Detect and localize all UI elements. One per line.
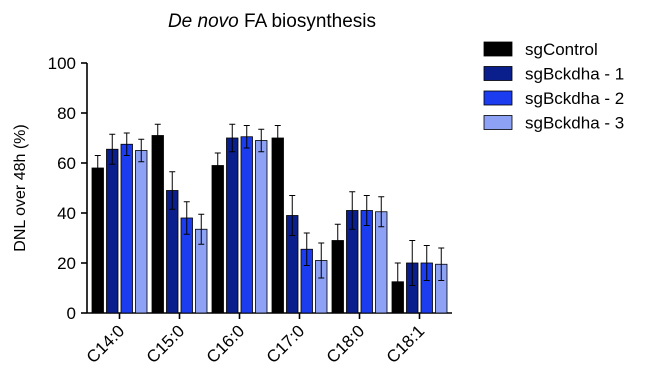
y-tick-label: 80 bbox=[57, 104, 76, 123]
bar bbox=[240, 136, 253, 314]
legend-label: sgBckdha - 2 bbox=[525, 89, 624, 108]
legend-swatch bbox=[483, 66, 513, 81]
x-tick-label: C17:0 bbox=[263, 321, 309, 367]
chart-title: De novo FA biosynthesis bbox=[168, 11, 376, 32]
y-tick-label: 100 bbox=[48, 54, 76, 73]
x-tick-label: C18:0 bbox=[323, 321, 369, 367]
x-tick-label: C16:0 bbox=[203, 321, 249, 367]
y-tick-label: 60 bbox=[57, 154, 76, 173]
bar bbox=[120, 143, 133, 314]
bar bbox=[91, 167, 104, 314]
bar bbox=[151, 135, 164, 314]
bar bbox=[211, 165, 224, 314]
legend-swatch bbox=[483, 41, 513, 57]
legend-label: sgBckdha - 3 bbox=[525, 114, 624, 133]
plot-area: 0 20 40 60 80 100 C14:0 C15:0 C16:0 C17:0 C18:0 C18… bbox=[48, 54, 452, 367]
y-tick-label: 0 bbox=[67, 304, 76, 323]
bar bbox=[106, 148, 119, 314]
y-tick-label: 20 bbox=[57, 254, 76, 273]
legend: sgControl sgBckdha - 1 sgBckdha - 2 sgBckdh… bbox=[483, 40, 624, 133]
y-axis-label: DNL over 48h (%) bbox=[12, 124, 29, 251]
bar bbox=[271, 137, 284, 314]
x-tick-label: C18:1 bbox=[383, 321, 429, 367]
bar bbox=[226, 137, 239, 314]
chart-title-rest: FA biosynthesis bbox=[239, 11, 376, 32]
legend-swatch bbox=[483, 90, 513, 106]
legend-label: sgBckdha - 1 bbox=[525, 65, 624, 84]
legend-swatch bbox=[483, 115, 513, 130]
bar bbox=[135, 150, 148, 314]
x-tick-label: C15:0 bbox=[143, 321, 189, 367]
legend-label: sgControl bbox=[525, 40, 598, 59]
chart-title-italic: De novo bbox=[168, 11, 239, 32]
y-tick-label: 40 bbox=[57, 204, 76, 223]
bar bbox=[255, 140, 268, 314]
x-tick-label: C14:0 bbox=[83, 321, 129, 367]
